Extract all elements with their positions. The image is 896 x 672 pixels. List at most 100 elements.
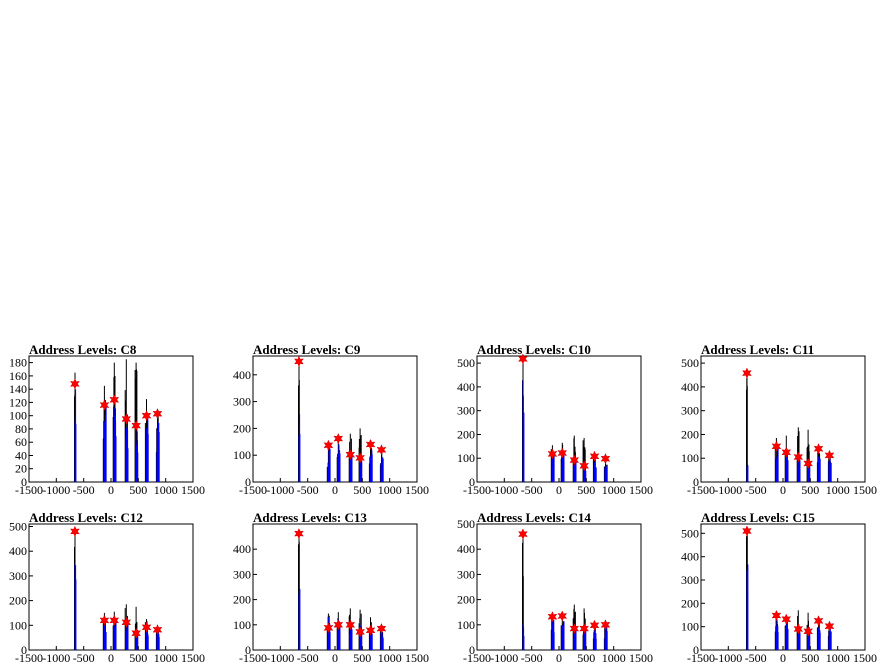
x-tick-label: 0 <box>556 483 562 497</box>
y-tick-label: 300 <box>457 567 475 581</box>
y-tick-label: 100 <box>9 409 27 423</box>
y-tick-label: 400 <box>9 544 27 558</box>
chart-title: Address Levels: C9 <box>253 342 361 357</box>
y-tick-label: 100 <box>9 618 27 632</box>
peak-marker <box>803 457 814 470</box>
y-tick-label: 100 <box>233 448 251 462</box>
y-tick-label: 500 <box>9 520 27 534</box>
x-tick-label: 1500 <box>629 651 653 665</box>
y-tick-label: 120 <box>9 395 27 409</box>
x-tick-label: 1500 <box>853 483 877 497</box>
y-tick-label: 160 <box>9 369 27 383</box>
y-tick-label: 400 <box>681 380 699 394</box>
chart-panel: Address Levels: C10 0 100 200 300 400 500 -1500… <box>448 336 672 504</box>
peak-marker <box>109 394 120 406</box>
peak-marker <box>813 443 824 455</box>
peak-marker <box>781 613 792 625</box>
peak-marker <box>803 625 814 637</box>
x-tick-label: -1500 <box>687 483 715 497</box>
x-tick-label: -1500 <box>463 483 491 497</box>
y-tick-label: 80 <box>15 422 27 436</box>
peak-marker <box>793 451 804 463</box>
peak-marker <box>109 614 120 627</box>
y-tick-label: 140 <box>9 382 27 396</box>
x-tick-label: 1500 <box>405 483 429 497</box>
peak-marker <box>569 454 580 466</box>
peak-marker <box>121 616 132 628</box>
peak-marker <box>824 620 835 632</box>
x-tick-label: 0 <box>108 483 114 497</box>
y-tick-label: 20 <box>15 462 27 476</box>
x-tick-label: 1000 <box>602 483 626 497</box>
y-tick-label: 500 <box>681 356 699 370</box>
x-tick-label: 500 <box>577 651 595 665</box>
x-tick-label: 500 <box>577 483 595 497</box>
peak-marker <box>600 453 611 465</box>
y-tick-label: 0 <box>469 475 475 489</box>
peak-marker <box>557 610 568 622</box>
peak-marker <box>70 525 80 538</box>
chart-title: Address Levels: C10 <box>477 342 591 357</box>
peak-marker <box>771 440 782 452</box>
peak-marker <box>294 527 304 540</box>
x-tick-label: 1500 <box>181 651 205 665</box>
peak-marker <box>376 622 387 635</box>
y-tick-label: 0 <box>245 475 251 489</box>
y-tick-label: 0 <box>21 643 27 657</box>
x-tick-label: -1000 <box>490 651 518 665</box>
x-tick-label: -500 <box>297 651 319 665</box>
chart-panel: Address Levels: C14 0 100 200 300 400 500 -1500… <box>448 504 672 672</box>
x-tick-label: -500 <box>521 651 543 665</box>
peak-marker <box>547 611 558 623</box>
chart-svg: Address Levels: C11 0 100 200 300 400 500 -1500… <box>681 342 877 497</box>
y-tick-label: 100 <box>681 620 699 634</box>
x-tick-label: 500 <box>801 651 819 665</box>
chart-svg: Address Levels: C14 0 100 200 300 400 500 -1500… <box>457 510 653 665</box>
chart-svg: Address Levels: C10 0 100 200 300 400 500 -1500… <box>457 342 653 497</box>
chart-title: Address Levels: C15 <box>701 510 815 525</box>
x-tick-label: -1500 <box>15 651 43 665</box>
plot-frame <box>252 355 418 483</box>
peak-marker <box>365 624 376 636</box>
y-tick-label: 200 <box>681 596 699 610</box>
peak-marker <box>793 623 804 635</box>
peak-marker <box>131 419 142 432</box>
chart-panel: Address Levels: C15 0 100 200 300 400 500 -1500… <box>672 504 896 672</box>
x-tick-label: 0 <box>332 651 338 665</box>
peak-marker <box>141 621 152 633</box>
peak-marker <box>141 410 152 422</box>
x-tick-label: 500 <box>129 483 147 497</box>
peak-marker <box>99 614 110 627</box>
chart-svg: Address Levels: C9 0 100 200 300 400 -1500 -100… <box>233 342 429 497</box>
x-tick-label: 1500 <box>853 651 877 665</box>
x-tick-label: 1000 <box>602 651 626 665</box>
chart-panel: Address Levels: C9 0 100 200 300 400 -1500 -100… <box>224 336 448 504</box>
x-tick-label: 1000 <box>378 651 402 665</box>
peak-marker <box>589 619 600 631</box>
chart-svg: Address Levels: C15 0 100 200 300 400 500 -1500… <box>681 510 877 665</box>
peak-marker <box>518 528 528 540</box>
x-tick-label: 1500 <box>629 483 653 497</box>
plot-frame <box>700 523 866 651</box>
x-tick-label: 0 <box>556 651 562 665</box>
y-tick-label: 40 <box>15 449 27 463</box>
peak-marker <box>131 627 142 639</box>
peak-marker <box>365 438 376 451</box>
y-tick-label: 500 <box>457 356 475 370</box>
x-tick-label: -500 <box>521 483 543 497</box>
peak-marker <box>600 619 611 631</box>
x-tick-label: -1000 <box>490 483 518 497</box>
y-tick-label: 0 <box>21 475 27 489</box>
y-tick-label: 300 <box>457 404 475 418</box>
y-tick-label: 0 <box>693 475 699 489</box>
chart-panel: Address Levels: C8 0 20 40 60 80 100 120 140 160 1… <box>0 336 224 504</box>
chart-panel: Address Levels: C11 0 100 200 300 400 500 -1500… <box>672 336 896 504</box>
chart-title: Address Levels: C11 <box>701 342 814 357</box>
x-tick-label: -1500 <box>687 651 715 665</box>
x-tick-label: -1000 <box>266 483 294 497</box>
chart-svg: Address Levels: C12 0 100 200 300 400 500 -1500… <box>9 510 205 665</box>
chart-panel: Address Levels: C13 0 100 200 300 400 -1500 -10… <box>224 504 448 672</box>
x-tick-label: 1000 <box>826 483 850 497</box>
peak-marker <box>557 447 568 459</box>
y-tick-label: 400 <box>457 542 475 556</box>
